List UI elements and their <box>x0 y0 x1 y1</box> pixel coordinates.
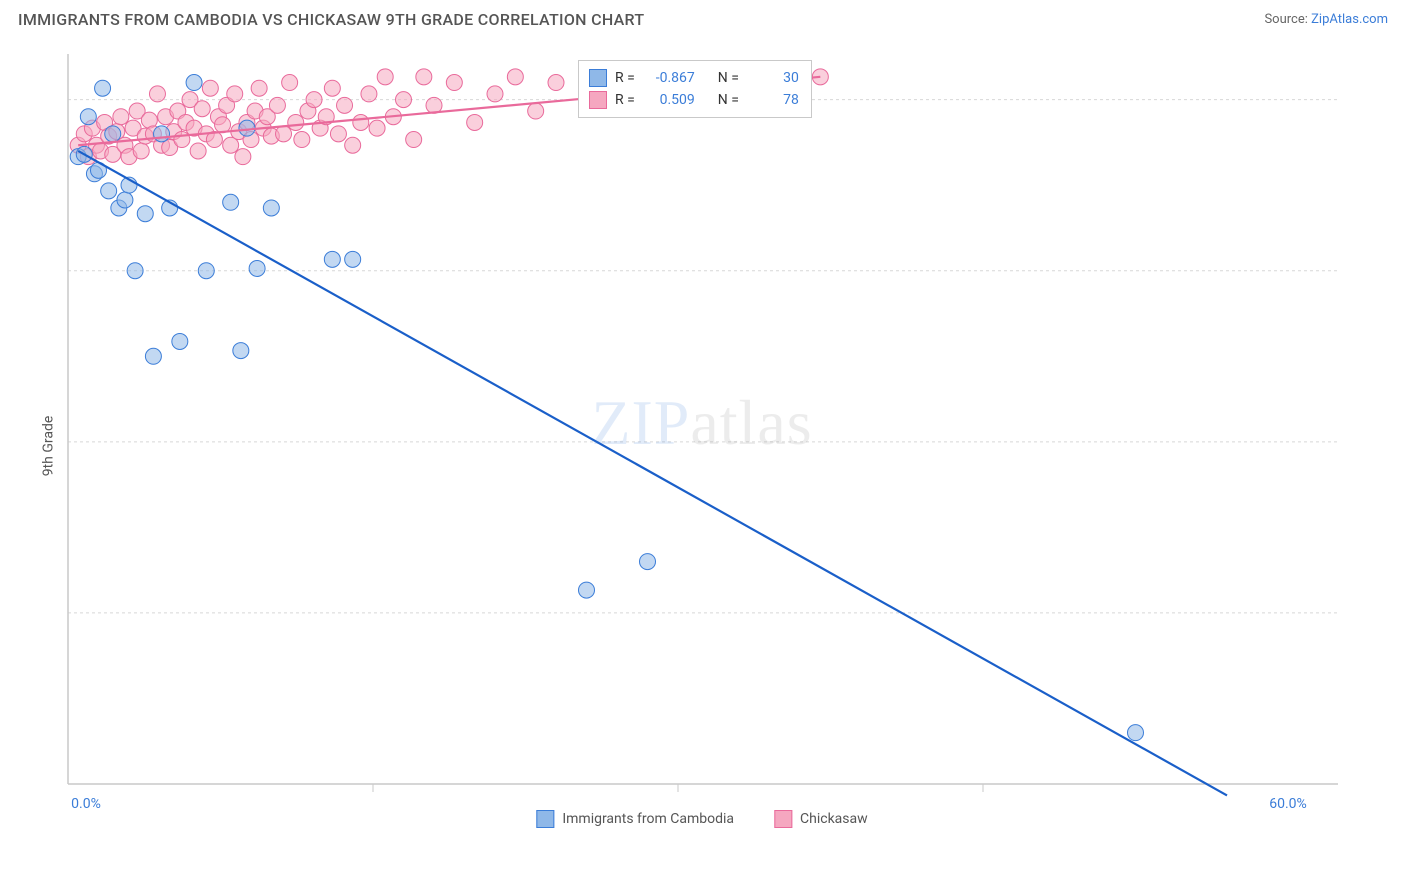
source-label: Source: <box>1264 12 1307 27</box>
source-attribution: Source: ZipAtlas.com <box>1264 12 1388 27</box>
legend-r-label: R = <box>615 67 635 89</box>
svg-text:60.0%: 60.0% <box>1269 796 1307 812</box>
correlation-legend: R = -0.867 N = 30 R = 0.509 N = 78 <box>578 60 812 118</box>
legend-swatch-chickasaw-icon <box>774 810 792 828</box>
chart-title: IMMIGRANTS FROM CAMBODIA VS CHICKASAW 9T… <box>18 10 644 29</box>
legend-r-chickasaw: 0.509 <box>643 89 695 111</box>
legend-row-chickasaw: R = 0.509 N = 78 <box>589 89 799 111</box>
source-link[interactable]: ZipAtlas.com <box>1311 12 1388 27</box>
legend-swatch-cambodia-icon <box>536 810 554 828</box>
legend-swatch-cambodia <box>589 69 607 87</box>
legend-label-cambodia: Immigrants from Cambodia <box>562 811 734 827</box>
legend-r-label: R = <box>615 89 635 111</box>
svg-text:0.0%: 0.0% <box>71 796 101 812</box>
chart-area: 55.0%70.0%85.0%100.0%0.0%60.0% ZIPatlas … <box>58 44 1346 834</box>
scatter-chart: 55.0%70.0%85.0%100.0%0.0%60.0% <box>58 44 1346 834</box>
legend-n-chickasaw: 78 <box>747 89 799 111</box>
legend-r-cambodia: -0.867 <box>643 67 695 89</box>
legend-item-chickasaw: Chickasaw <box>774 810 868 828</box>
chart-header: IMMIGRANTS FROM CAMBODIA VS CHICKASAW 9T… <box>0 0 1406 35</box>
legend-n-label: N = <box>718 67 739 89</box>
legend-n-label: N = <box>718 89 739 111</box>
legend-row-cambodia: R = -0.867 N = 30 <box>589 67 799 89</box>
legend-label-chickasaw: Chickasaw <box>800 811 868 827</box>
legend-swatch-chickasaw <box>589 91 607 109</box>
legend-n-cambodia: 30 <box>747 67 799 89</box>
legend-item-cambodia: Immigrants from Cambodia <box>536 810 734 828</box>
y-axis-label: 9th Grade <box>40 416 56 477</box>
series-legend: Immigrants from Cambodia Chickasaw <box>536 810 867 828</box>
